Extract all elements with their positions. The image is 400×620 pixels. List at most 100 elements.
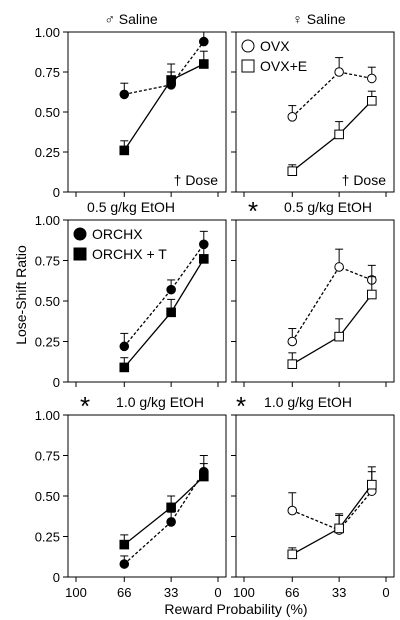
legend-marker-square	[241, 59, 255, 73]
legend-marker-circle	[241, 39, 255, 53]
data-point-square	[287, 549, 298, 560]
series-line	[291, 100, 373, 172]
panel-6: * 1.0 g/kg EtOH 100 66 33 0	[231, 391, 395, 600]
y-tick-label: 0.25	[35, 145, 60, 160]
y-tick-label: 0.75	[35, 254, 60, 269]
series-line	[124, 41, 205, 96]
x-tick-label: 0	[382, 585, 389, 600]
legend: ORCHX ORCHX + T	[73, 226, 167, 262]
series-line	[123, 258, 205, 368]
significance-asterisk: *	[236, 391, 246, 421]
panel-frame	[235, 414, 395, 578]
series-square	[287, 466, 377, 560]
panel-frame	[235, 31, 395, 193]
y-tick-label: 1.00	[35, 408, 60, 423]
data-point-circle	[166, 284, 176, 295]
x-tick-label: 66	[285, 585, 299, 600]
data-point-square	[166, 307, 176, 318]
series-circle	[119, 455, 209, 569]
panel-title: 0.5 g/kg EtOH	[87, 199, 175, 215]
series-line	[123, 63, 205, 151]
data-point-square	[287, 359, 298, 369]
series-square	[287, 276, 377, 369]
data-point-square	[367, 289, 377, 300]
y-tick-label: 0.50	[35, 105, 60, 120]
legend-marker-circle	[73, 227, 87, 241]
dose-annotation: † Dose	[342, 172, 387, 188]
data-point-square	[166, 502, 176, 513]
data-point-square	[119, 539, 130, 550]
legend-label: OVX+E	[260, 58, 307, 74]
y-tick-label: 1.00	[35, 25, 60, 40]
dose-annotation: † Dose	[174, 172, 219, 188]
data-point-square	[334, 129, 344, 140]
panel-frame	[67, 31, 227, 193]
y-tick-label: 0	[53, 570, 60, 585]
x-tick-label: 100	[233, 585, 255, 600]
data-point-square	[119, 145, 130, 156]
panel-title: 0.5 g/kg EtOH	[284, 199, 372, 215]
data-point-circle	[287, 112, 298, 122]
y-tick-label: 0	[53, 375, 60, 390]
data-point-circle	[119, 89, 130, 100]
series-line	[123, 243, 205, 347]
x-tick-label: 100	[65, 585, 87, 600]
series-circle	[119, 31, 209, 100]
y-tick-label: 0.50	[35, 294, 60, 309]
data-point-square	[119, 362, 130, 373]
data-point-square	[334, 331, 344, 342]
panel-title: ♂ Saline	[104, 11, 158, 27]
data-point-square	[199, 254, 209, 264]
significance-asterisk: *	[80, 391, 90, 421]
legend-marker-square	[73, 247, 87, 261]
panel-4: * 0.5 g/kg EtOH	[231, 196, 395, 387]
series-square	[119, 463, 209, 550]
series-circle	[119, 230, 209, 352]
y-tick-label: 0.75	[35, 449, 60, 464]
data-point-square	[287, 166, 298, 176]
legend-label: OVX	[260, 38, 290, 54]
legend: OVX OVX+E	[241, 38, 307, 74]
data-point-square	[199, 59, 209, 69]
panel-title: 1.0 g/kg EtOH	[264, 394, 352, 410]
series-square	[287, 90, 377, 176]
series-line	[291, 484, 373, 555]
data-point-square	[367, 479, 377, 490]
y-tick-label: 0.75	[35, 65, 60, 80]
y-tick-label: 0.25	[35, 335, 60, 350]
x-tick-label: 0	[214, 585, 221, 600]
series-square	[119, 245, 209, 373]
y-axis-label: Lose-Shift Ratio	[13, 245, 29, 345]
data-point-circle	[367, 73, 377, 84]
legend-label: ORCHX	[92, 226, 143, 242]
panel-frame	[67, 414, 227, 578]
data-point-circle	[166, 517, 176, 527]
x-tick-label: 66	[117, 585, 131, 600]
series-line	[291, 294, 373, 365]
series-line	[292, 490, 373, 531]
series-circle	[287, 471, 377, 535]
panel-2: ♀ Saline † Dose OVX OVX+E	[231, 11, 395, 197]
series-circle	[287, 57, 377, 122]
panel-frame	[235, 219, 395, 383]
significance-asterisk: *	[248, 196, 258, 226]
y-tick-label: 0.25	[35, 530, 60, 545]
data-point-circle	[287, 505, 298, 516]
series-line	[291, 71, 372, 118]
panel-title: 1.0 g/kg EtOH	[116, 394, 204, 410]
x-tick-label: 33	[332, 585, 346, 600]
data-point-circle	[119, 559, 130, 569]
panels: ♂ Saline 0 0.25 0.50 0.75 1.00 † Dose ♀ Saline †…	[35, 11, 395, 600]
panel-3: 0.5 g/kg EtOH00.250.500.751.00ORCHXORCHX…	[35, 199, 227, 390]
series-square	[119, 50, 209, 156]
panel-5: * 1.0 g/kg EtOH 0 0.25 0.50 0.75 1.00 100 66 33 0	[35, 391, 227, 600]
panel-1: ♂ Saline 0 0.25 0.50 0.75 1.00 † Dose	[35, 11, 227, 200]
series-circle	[287, 248, 377, 347]
y-tick-label: 0	[53, 185, 60, 200]
series-line	[123, 471, 205, 565]
data-point-square	[199, 471, 209, 482]
data-point-circle	[287, 336, 298, 347]
data-point-circle	[119, 341, 130, 352]
panel-title: ♀ Saline	[292, 11, 346, 27]
